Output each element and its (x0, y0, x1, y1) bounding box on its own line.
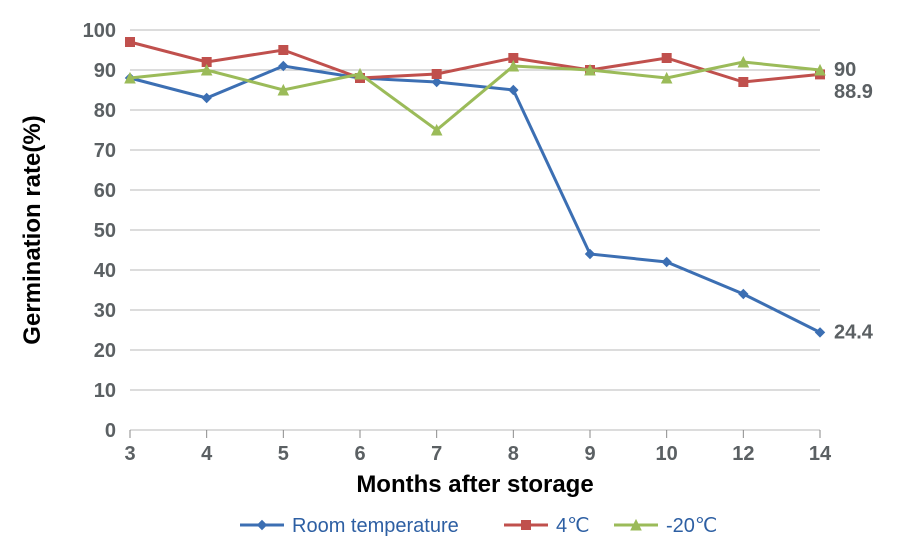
svg-text:5: 5 (278, 443, 289, 465)
svg-text:7: 7 (431, 443, 442, 465)
svg-text:90: 90 (94, 60, 116, 82)
end-label: 24.4 (834, 321, 874, 343)
svg-text:40: 40 (94, 260, 116, 282)
x-axis-label: Months after storage (356, 471, 593, 498)
svg-text:80: 80 (94, 100, 116, 122)
svg-text:30: 30 (94, 300, 116, 322)
svg-text:50: 50 (94, 220, 116, 242)
legend-item-label: -20℃ (666, 515, 717, 537)
svg-text:9: 9 (584, 443, 595, 465)
svg-text:12: 12 (732, 443, 754, 465)
y-axis-label: Germination rate(%) (19, 115, 46, 344)
legend-item-label: Room temperature (292, 515, 459, 537)
svg-text:0: 0 (105, 420, 116, 442)
svg-text:10: 10 (94, 380, 116, 402)
legend-item-label: 4℃ (556, 515, 590, 537)
svg-text:3: 3 (124, 443, 135, 465)
svg-text:70: 70 (94, 140, 116, 162)
end-label: 90 (834, 59, 856, 81)
svg-text:14: 14 (809, 443, 832, 465)
chart-svg: 0 10 20 30 40 50 60 70 80 90 100 Germination rate(%… (0, 0, 906, 556)
svg-text:10: 10 (656, 443, 678, 465)
end-label: 88.9 (834, 81, 873, 103)
svg-text:8: 8 (508, 443, 519, 465)
svg-text:60: 60 (94, 180, 116, 202)
svg-text:6: 6 (354, 443, 365, 465)
germination-chart: 0 10 20 30 40 50 60 70 80 90 100 Germination rate(%… (0, 0, 906, 556)
svg-text:20: 20 (94, 340, 116, 362)
svg-text:100: 100 (83, 20, 116, 42)
svg-text:4: 4 (201, 443, 213, 465)
